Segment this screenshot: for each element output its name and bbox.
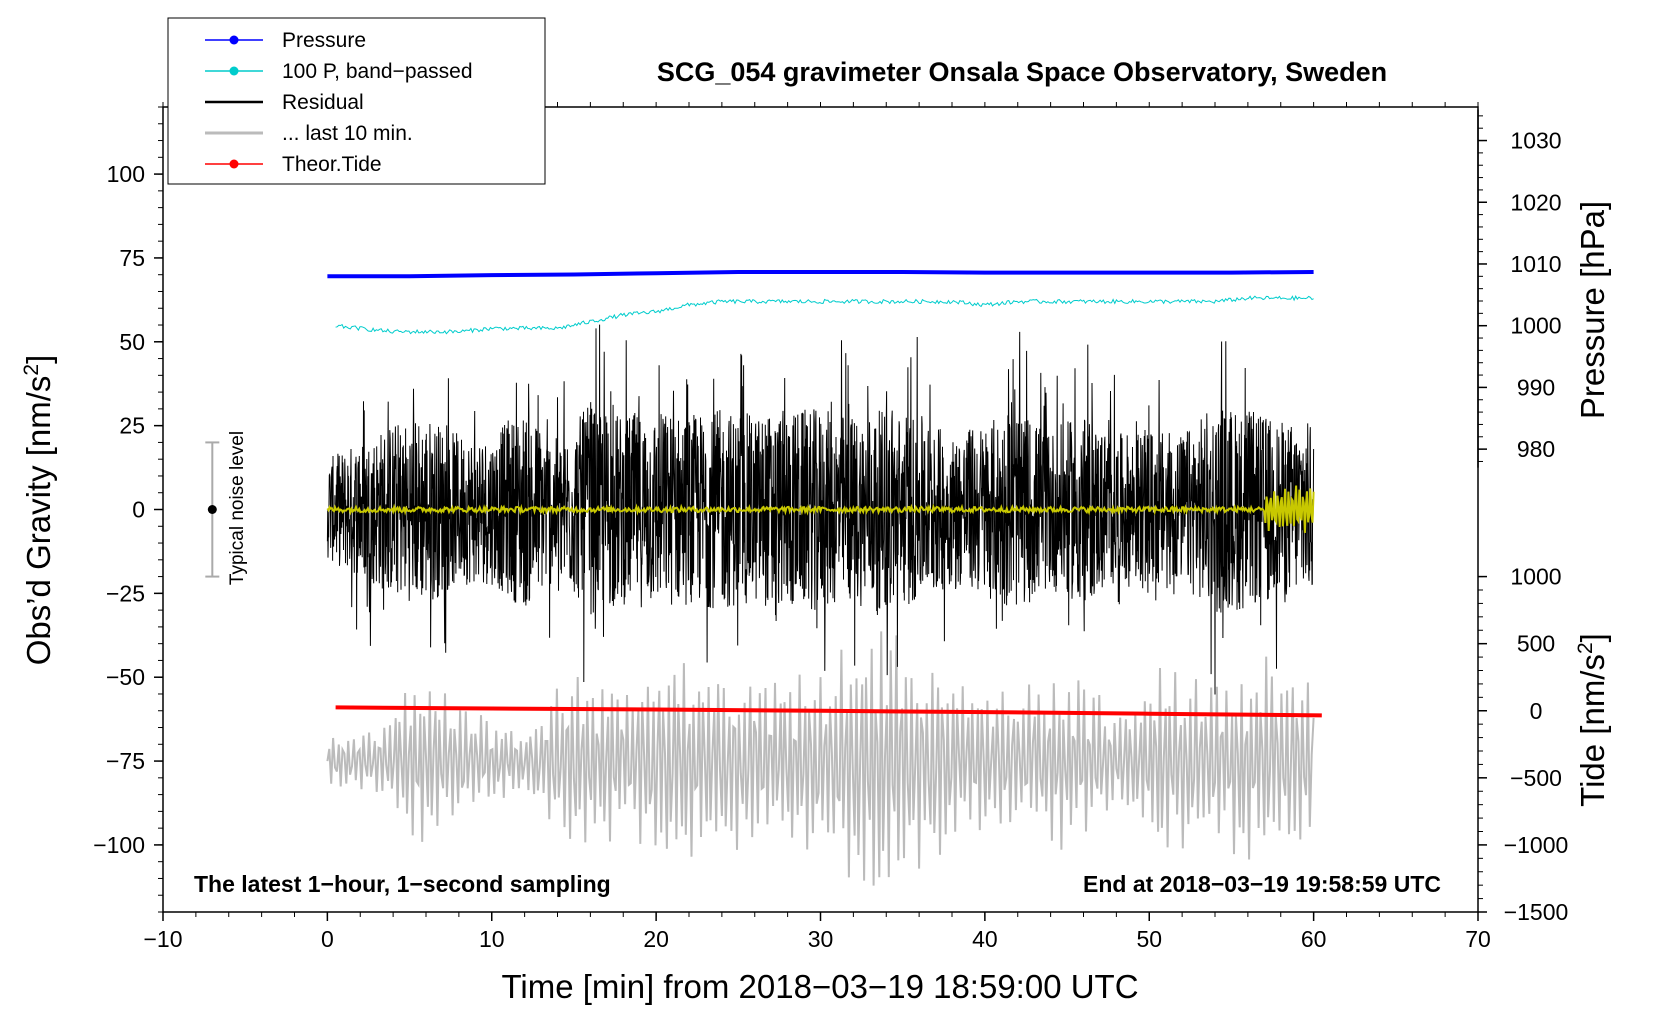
x-tick-label: −10 bbox=[143, 926, 182, 952]
annotation-bottom-left: The latest 1−hour, 1−second sampling bbox=[194, 871, 611, 897]
y-left-tick-label: 75 bbox=[119, 245, 145, 271]
residual-line bbox=[326, 324, 1315, 695]
legend-marker bbox=[229, 35, 239, 45]
theor-tide-series bbox=[335, 705, 1322, 718]
pressure-series bbox=[327, 270, 1314, 279]
y-axis-tide: 1000 500 0 −500 −1000 −1500 bbox=[1478, 564, 1568, 925]
band-passed-line bbox=[335, 295, 1314, 335]
legend-marker bbox=[229, 66, 239, 76]
legend-marker bbox=[229, 159, 239, 169]
y-left-tick-label: −100 bbox=[93, 832, 145, 858]
x-tick-label: 0 bbox=[321, 926, 334, 952]
legend-label: Pressure bbox=[282, 29, 366, 52]
tide-tick-label: −1000 bbox=[1504, 832, 1569, 858]
x-tick-label: 30 bbox=[808, 926, 834, 952]
pressure-tick-label: 990 bbox=[1517, 374, 1555, 400]
legend-label: ... last 10 min. bbox=[282, 122, 413, 145]
residual-smoothed-series bbox=[326, 485, 1315, 533]
y-left-tick-label: 0 bbox=[132, 497, 145, 523]
y-axis-left-label-sup: 2 bbox=[20, 364, 43, 376]
pressure-tick-label: 980 bbox=[1517, 436, 1555, 462]
legend: Pressure 100 P, band−passed Residual ... la… bbox=[167, 17, 546, 185]
chart-title: SCG_054 gravimeter Onsala Space Observat… bbox=[657, 57, 1387, 87]
pressure-tick-label: 1000 bbox=[1510, 313, 1561, 339]
tide-tick-label: 0 bbox=[1530, 698, 1543, 724]
residual-smoothed-line bbox=[326, 485, 1315, 533]
pressure-tick-label: 1020 bbox=[1510, 189, 1561, 215]
last-10-min-series bbox=[326, 631, 1315, 886]
y-left-tick-label: −50 bbox=[106, 664, 145, 690]
x-tick-label: 70 bbox=[1465, 926, 1491, 952]
y-axis-pressure-label: Pressure [hPa] bbox=[1574, 201, 1611, 419]
x-axis: −10 0 10 20 30 40 50 60 70 bbox=[143, 102, 1491, 952]
legend-label: Theor.Tide bbox=[282, 153, 382, 176]
tide-tick-label: −1500 bbox=[1504, 899, 1569, 925]
annotation-bottom-right: End at 2018−03−19 19:58:59 UTC bbox=[1083, 871, 1441, 897]
y-left-tick-label: 100 bbox=[107, 161, 145, 187]
y-left-tick-label: 50 bbox=[119, 329, 145, 355]
pressure-tick-label: 1030 bbox=[1510, 128, 1561, 154]
legend-label: 100 P, band−passed bbox=[282, 60, 473, 83]
y-axis-left: 100 75 50 25 0 −25 −50 −75 −100 bbox=[93, 106, 163, 913]
y-axis-pressure: 1030 1020 1010 1000 990 980 bbox=[1477, 109, 1562, 468]
y-left-tick-label: −75 bbox=[106, 748, 145, 774]
last-10-min-line bbox=[326, 631, 1315, 886]
x-tick-label: 60 bbox=[1301, 926, 1327, 952]
x-tick-label: 40 bbox=[972, 926, 998, 952]
noise-level-bar bbox=[205, 441, 220, 578]
residual-series bbox=[326, 324, 1315, 695]
y-axis-left-label: Obs’d Gravity [nm/s2] bbox=[20, 355, 57, 666]
pressure-line bbox=[327, 270, 1314, 279]
y-left-tick-label: −25 bbox=[106, 580, 145, 606]
band-passed-pressure-series bbox=[335, 295, 1314, 335]
tide-line bbox=[335, 705, 1322, 718]
noise-label: Typical noise level bbox=[227, 431, 248, 585]
y-axis-tide-label: Tide [nm/s2] bbox=[1574, 633, 1611, 807]
x-axis-label: Time [min] from 2018−03−19 18:59:00 UTC bbox=[501, 968, 1138, 1005]
noise-bar-dot bbox=[207, 505, 217, 514]
pressure-tick-label: 1010 bbox=[1510, 251, 1561, 277]
tide-tick-label: 1000 bbox=[1510, 564, 1561, 590]
y-axis-tide-label-sup: 2 bbox=[1574, 642, 1597, 654]
x-tick-label: 10 bbox=[479, 926, 505, 952]
tide-tick-label: −500 bbox=[1510, 765, 1562, 791]
legend-label: Residual bbox=[282, 91, 364, 114]
y-left-tick-label: 25 bbox=[119, 413, 145, 439]
x-tick-label: 20 bbox=[643, 926, 669, 952]
x-tick-label: 50 bbox=[1136, 926, 1162, 952]
tide-tick-label: 500 bbox=[1517, 631, 1555, 657]
